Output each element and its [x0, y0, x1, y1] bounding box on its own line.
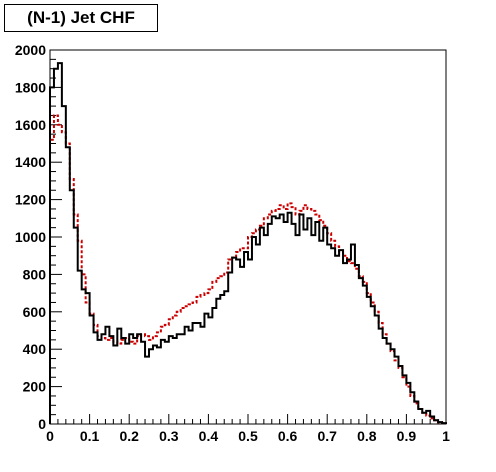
x-tick-label: 0.1 — [80, 428, 100, 444]
y-tick-label: 800 — [23, 266, 47, 282]
x-tick-label: 0.7 — [317, 428, 337, 444]
y-tick-label: 1800 — [15, 79, 46, 95]
x-tick-label: 0.2 — [119, 428, 139, 444]
axis-tick-labels: 0 0.1 0.2 0.3 0.4 0.5 0.6 0.7 0.8 0.9 1 0 200 400 600 8… — [15, 42, 450, 444]
y-tick-label: 1200 — [15, 192, 46, 208]
x-tick-label: 0.6 — [278, 428, 298, 444]
y-tick-label: 200 — [23, 379, 47, 395]
y-tick-label: 600 — [23, 304, 47, 320]
x-tick-label: 0 — [46, 428, 54, 444]
y-tick-label: 1600 — [15, 117, 46, 133]
series-black-solid — [49, 62, 447, 425]
x-tick-label: 1 — [442, 428, 450, 444]
y-tick-label: 0 — [38, 416, 46, 432]
chart-title: (N-1) Jet CHF — [4, 4, 158, 32]
y-tick-label: 1400 — [15, 154, 46, 170]
x-tick-label: 0.3 — [159, 428, 179, 444]
y-tick-label: 400 — [23, 341, 47, 357]
series-red-dashed — [49, 114, 447, 425]
x-tick-label: 0.4 — [199, 428, 219, 444]
series-layer — [49, 62, 447, 425]
x-tick-label: 0.9 — [397, 428, 417, 444]
chart-title-text: (N-1) Jet CHF — [27, 8, 135, 27]
x-tick-label: 0.5 — [238, 428, 258, 444]
x-tick-label: 0.8 — [357, 428, 377, 444]
y-tick-label: 1000 — [15, 229, 46, 245]
y-tick-label: 2000 — [15, 42, 46, 58]
